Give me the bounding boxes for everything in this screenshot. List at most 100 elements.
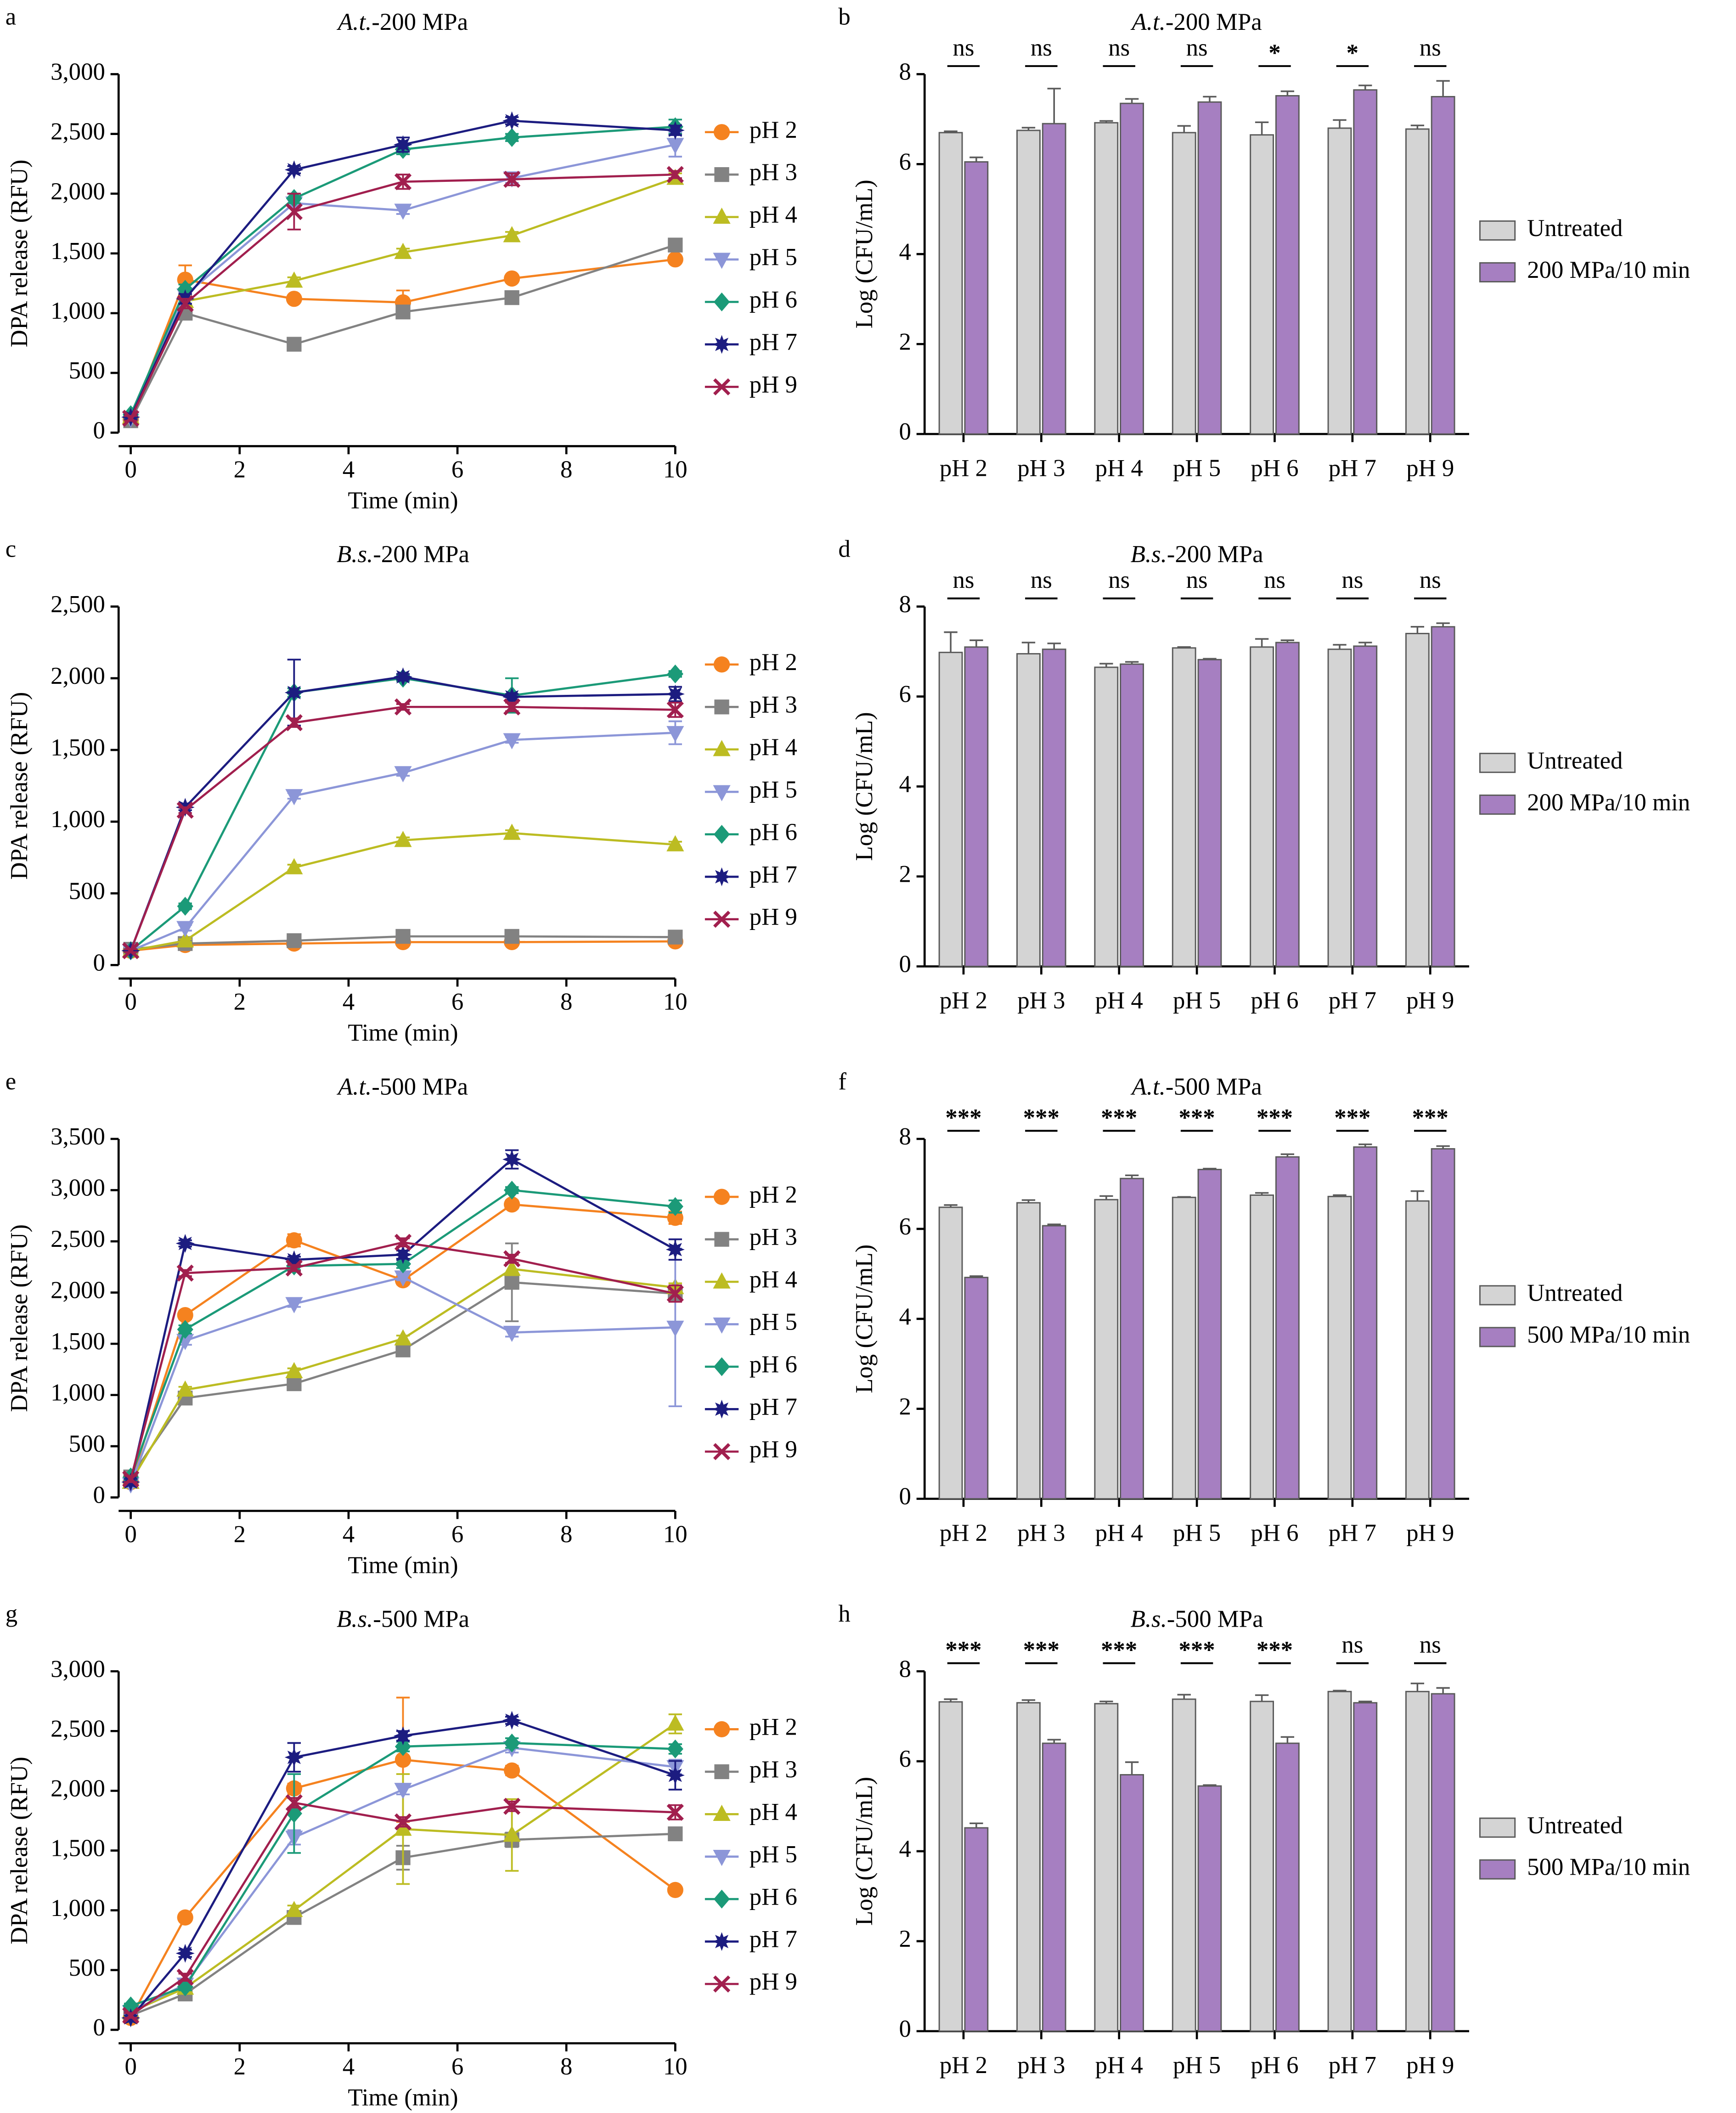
panel-label: e (6, 1068, 16, 1095)
y-tick-label: 2 (899, 861, 911, 888)
data-point (285, 271, 303, 288)
data-point (504, 929, 519, 944)
bar (1042, 1225, 1066, 1500)
bar (1405, 128, 1430, 435)
data-point (665, 684, 685, 704)
legend-label: 500 MPa/10 min (1527, 1321, 1690, 1348)
legend-marker (713, 124, 730, 141)
legend-label: pH 6 (750, 287, 797, 313)
legend-swatch (1479, 1817, 1516, 1838)
y-axis-label: Log (CFU/mL) (851, 1245, 878, 1393)
data-point (394, 1329, 412, 1346)
x-tick-label: pH 7 (1329, 455, 1376, 481)
data-point (176, 1380, 194, 1397)
data-point (503, 1325, 521, 1342)
error-bar (1280, 1736, 1295, 1743)
legend-marker (713, 740, 731, 756)
data-point (393, 1726, 413, 1746)
y-tick-label: 4 (899, 238, 911, 265)
y-tick-label: 8 (899, 59, 911, 85)
error-bar (944, 631, 958, 653)
x-tick-label: 8 (560, 2053, 572, 2080)
data-point (666, 166, 684, 183)
data-point (122, 1470, 140, 1488)
data-point (284, 160, 304, 180)
x-tick-label: pH 7 (1329, 2052, 1376, 2079)
data-point (285, 1297, 303, 1313)
legend-label: pH 5 (750, 1841, 797, 1868)
data-point (394, 1270, 412, 1287)
legend-swatch (1479, 753, 1516, 773)
x-axis-label: Time (min) (348, 487, 458, 514)
bar (964, 1827, 989, 2032)
legend-marker (713, 1850, 731, 1866)
data-point (666, 138, 684, 154)
bar (1405, 1200, 1430, 1500)
x-tick-label: pH 2 (940, 1520, 987, 1546)
x-tick-label: pH 2 (940, 987, 987, 1014)
data-point (122, 942, 140, 959)
series-line (130, 143, 676, 419)
series-line (130, 732, 676, 952)
significance-label: ns (1108, 567, 1130, 593)
y-tick-label: 2,000 (51, 663, 105, 689)
data-point (176, 1264, 194, 1282)
data-point (503, 1826, 521, 1842)
bar (1016, 653, 1041, 967)
significance-label: * (1268, 40, 1280, 67)
y-tick-label: 4 (899, 771, 911, 798)
error-bar (1047, 88, 1061, 124)
significance-label: ns (1341, 567, 1363, 593)
y-axis-label: DPA release (RFU) (6, 159, 33, 347)
bar (1275, 1156, 1300, 1500)
bar (1016, 1202, 1041, 1500)
significance-label: ns (1186, 34, 1208, 61)
legend-label: pH 3 (750, 691, 797, 718)
legend-label: 200 MPa/10 min (1527, 257, 1690, 283)
error-bar (969, 1822, 983, 1828)
error-bar (1333, 119, 1347, 129)
y-tick-label: 2 (899, 1393, 911, 1420)
y-tick-label: 2,000 (51, 178, 105, 205)
x-tick-label: pH 7 (1329, 987, 1376, 1014)
legend-marker (713, 656, 730, 673)
legend-marker (714, 167, 729, 182)
data-point (177, 1307, 193, 1324)
y-axis-label: Log (CFU/mL) (851, 712, 878, 861)
significance-label: ns (1264, 567, 1285, 593)
bar (964, 646, 989, 967)
legend-marker (713, 1889, 730, 1909)
series-line (130, 1189, 676, 1477)
legend-label: pH 6 (750, 1351, 797, 1378)
series-line (130, 1832, 676, 2017)
series-line (130, 1741, 676, 2007)
legend-marker (712, 335, 732, 354)
data-point (285, 789, 303, 806)
legend-label: pH 7 (750, 1394, 797, 1420)
error-bar (1255, 638, 1269, 647)
error-bar (1280, 639, 1295, 643)
legend-marker (712, 1399, 732, 1419)
bar (938, 1701, 963, 2032)
bar (1016, 130, 1041, 435)
data-point (503, 170, 521, 188)
error-bar (944, 130, 958, 133)
series-line (130, 1241, 676, 1480)
x-tick-label: 10 (663, 989, 688, 1015)
y-tick-label: 6 (899, 149, 911, 175)
data-point (503, 733, 521, 749)
data-point (393, 667, 413, 687)
bar (1431, 1148, 1455, 1500)
series-line (130, 1276, 676, 1485)
bar (1405, 1690, 1430, 2032)
error-bar (1177, 125, 1191, 133)
y-tick-label: 1,000 (51, 806, 105, 833)
bar (1250, 1701, 1274, 2032)
error-bar (1177, 646, 1191, 648)
data-point (122, 2006, 140, 2024)
bar (1250, 134, 1274, 435)
y-axis-label: Log (CFU/mL) (851, 180, 878, 328)
y-tick-label: 4 (899, 1836, 911, 1862)
legend-label: pH 5 (750, 244, 797, 270)
bar (1197, 1169, 1222, 1500)
